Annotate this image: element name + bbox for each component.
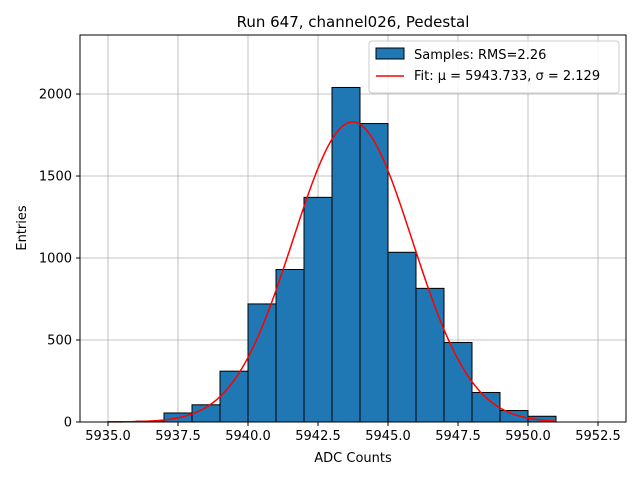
y-axis-label: Entries — [15, 205, 30, 251]
histogram-bar — [359, 123, 389, 423]
histogram-bar — [331, 86, 361, 423]
legend-bar-swatch — [375, 47, 405, 60]
histogram-bar — [387, 251, 417, 423]
x-tick-label: 5940.0 — [225, 429, 271, 444]
histogram-bar — [275, 268, 305, 423]
y-tick-label: 1500 — [39, 170, 72, 185]
histogram-bar — [443, 341, 473, 423]
histogram-bar — [219, 370, 249, 423]
y-tick-label: 2000 — [39, 88, 72, 103]
x-axis-label: ADC Counts — [314, 451, 392, 466]
histogram-bar — [303, 196, 333, 423]
x-tick-label: 5945.0 — [365, 429, 411, 444]
x-tick-label: 5950.0 — [505, 429, 551, 444]
x-tick-label: 5952.5 — [575, 429, 621, 444]
x-tick-label: 5935.0 — [85, 429, 131, 444]
y-tick-label: 1000 — [39, 252, 72, 267]
histogram-bar — [415, 287, 445, 423]
x-tick-label: 5942.5 — [295, 429, 341, 444]
histogram-bar — [499, 410, 529, 423]
legend-samples-label: Samples: RMS=2.26 — [414, 48, 546, 63]
x-tick-label: 5947.5 — [435, 429, 481, 444]
legend-fit-label: Fit: μ = 5943.733, σ = 2.129 — [414, 69, 600, 84]
chart-title: Run 647, channel026, Pedestal — [237, 13, 470, 31]
legend-frame — [368, 40, 620, 94]
fit-curve — [107, 121, 557, 423]
x-tick-label: 5937.5 — [155, 429, 201, 444]
axis-ticks: 5935.0 5937.5 5940.0 5942.5 5945.0 5947.5 5950… — [39, 88, 621, 444]
plot-frame — [79, 34, 627, 423]
histogram-bar — [247, 303, 277, 423]
y-tick-label: 500 — [47, 334, 72, 349]
legend: Samples: RMS=2.26 Fit: μ = 5943.733, σ =… — [368, 40, 620, 94]
y-tick-label: 0 — [64, 416, 72, 431]
histogram-bars — [107, 86, 557, 423]
